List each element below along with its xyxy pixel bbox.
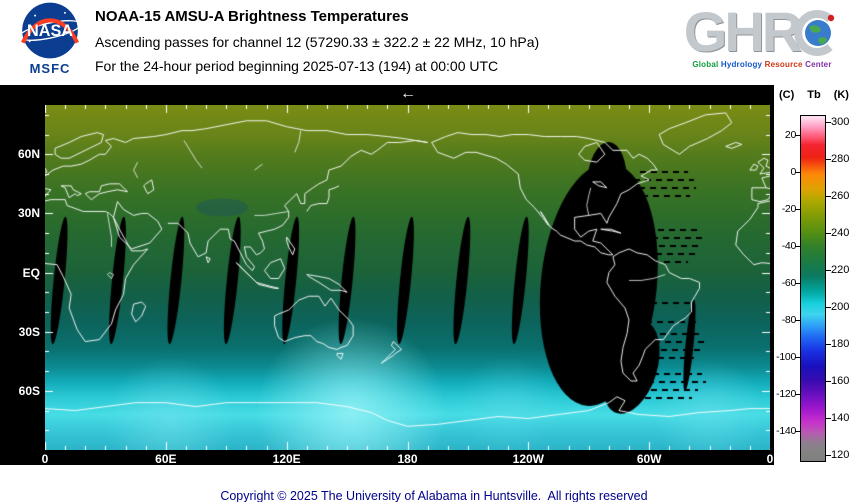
ghrc-caption-word: Center [805, 60, 832, 69]
y-axis-label: EQ [22, 265, 40, 280]
colorbar-tick [795, 282, 800, 284]
colorbar-kelvin-label: 220 [831, 264, 850, 276]
colorbar-kelvin-label: 260 [831, 190, 850, 202]
colorbar-celsius-label: -60 [781, 276, 797, 289]
colorbar-tick [826, 344, 831, 345]
colorbar-celsius-label: -20 [781, 202, 797, 215]
colorbar-celsius-label: 20 [784, 128, 796, 141]
subtitle-channel: Ascending passes for channel 12 (57290.3… [95, 34, 540, 50]
x-axis-label: 0 [41, 452, 49, 466]
x-axis-label: 120E [272, 452, 301, 466]
footer: Copyright © 2025 The University of Alaba… [0, 465, 854, 502]
ghrc-logo-row: GHR [674, 2, 850, 62]
nasa-logo: NASA MSFC [14, 2, 86, 76]
y-axis-label: 30N [17, 206, 40, 221]
pass-direction-arrow-icon: ← [400, 85, 416, 102]
ghrc-caption: Global Hydrology Resource Center [674, 60, 850, 69]
colorbar-tick [795, 319, 800, 321]
page-title: NOAA-15 AMSU-A Brightness Temperatures [95, 8, 409, 25]
map-canvas [45, 105, 770, 450]
colorbar-tick [795, 134, 800, 136]
colorbar-kelvin-label: 300 [831, 116, 850, 128]
y-axis-label: 30S [18, 324, 40, 339]
colorbar-unit-kelvin: (K) [833, 89, 849, 101]
colorbar-celsius-label: 0 [790, 165, 796, 178]
ghrc-logo: GHR Global Hydrology Resource Center [674, 2, 850, 69]
colorbar-tick [795, 245, 800, 247]
ghrc-letters: GHR [683, 0, 802, 63]
colorbar-panel: (C) Tb (K) 300 280 260 240 220 200 180 160 140 12… [774, 85, 854, 465]
ghrc-caption-word: Resource [764, 60, 806, 69]
title-block: NOAA-15 AMSU-A Brightness Temperatures A… [95, 8, 539, 82]
ghrc-caption-word: Hydrology [720, 60, 765, 69]
copyright-text: Copyright © 2025 The University of Alaba… [220, 489, 648, 502]
ghrc-globe-icon [794, 10, 835, 56]
header: NASA MSFC NOAA-15 AMSU-A Brightness Temp… [0, 0, 854, 85]
x-axis-label: 60E [155, 452, 177, 466]
colorbar-tick [826, 418, 831, 419]
colorbar-title: Tb [807, 89, 821, 101]
x-axis-label: 60W [636, 452, 662, 466]
colorbar-tick [826, 455, 831, 456]
colorbar-tick [826, 159, 831, 160]
colorbar-kelvin-label: 160 [831, 375, 850, 387]
colorbar-tick [795, 356, 800, 358]
colorbar-tick [826, 233, 831, 234]
colorbar-unit-celsius: (C) [779, 89, 795, 101]
colorbar-tick [795, 393, 800, 395]
y-axis-label: 60N [17, 147, 40, 162]
colorbar-tick [795, 208, 800, 210]
colorbar-kelvin-label: 240 [831, 227, 850, 239]
colorbar-gradient [800, 115, 826, 462]
nasa-insignia-icon: NASA [18, 2, 82, 59]
colorbar-celsius-label: -100 [776, 350, 796, 363]
colorbar-celsius-label: -120 [776, 387, 796, 400]
colorbar-kelvin-label: 200 [831, 301, 850, 313]
colorbar-kelvin-label: 120 [831, 449, 850, 461]
colorbar-celsius-label: -40 [781, 239, 797, 252]
x-axis-label: 180 [397, 452, 418, 466]
colorbar-kelvin-label: 280 [831, 153, 850, 165]
y-axis-label: 60S [18, 383, 40, 398]
colorbar-tick [795, 171, 800, 173]
colorbar-tick [826, 381, 831, 382]
subtitle-period: For the 24-hour period beginning 2025-07… [95, 58, 499, 74]
colorbar-units: (C) Tb (K) [774, 89, 854, 101]
colorbar-tick [826, 122, 831, 123]
x-axis-label: 0 [766, 452, 774, 466]
colorbar-celsius-label: -80 [781, 313, 797, 326]
map-panel: ← 60N 30N EQ 30S 60S 0 60E 120E 180 120W 60W 0 [0, 85, 774, 466]
colorbar-tick [826, 196, 831, 197]
nasa-wordmark: NASA [27, 22, 73, 40]
nasa-center-label: MSFC [29, 61, 71, 76]
ghrc-caption-word: Global [692, 60, 721, 69]
colorbar-kelvin-label: 180 [831, 338, 850, 350]
colorbar-tick [826, 270, 831, 271]
colorbar-celsius-label: -140 [776, 424, 796, 437]
x-axis-label: 120W [512, 452, 545, 466]
colorbar-kelvin-label: 140 [831, 412, 850, 424]
colorbar-tick [795, 430, 800, 432]
colorbar-tick [826, 307, 831, 308]
